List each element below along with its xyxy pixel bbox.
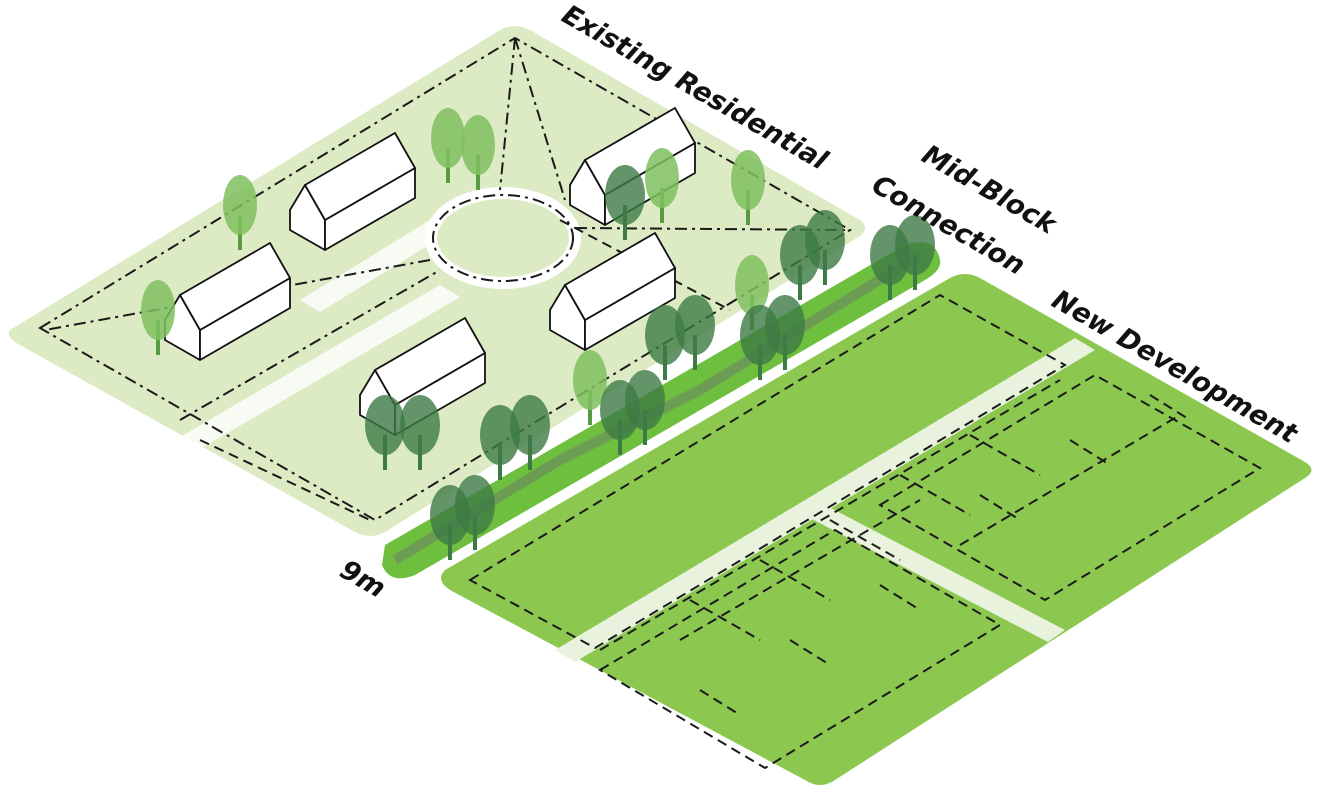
roundabout: [425, 187, 581, 289]
new-development-area: [441, 274, 1312, 785]
lot-line: [598, 499, 1002, 770]
new-road: [555, 338, 1095, 662]
label-width: 9m: [335, 554, 391, 604]
lot-line: [467, 293, 1067, 651]
plot-line: [44, 37, 851, 421]
lot-line: [878, 373, 1262, 602]
roundabout-line: [432, 194, 574, 282]
